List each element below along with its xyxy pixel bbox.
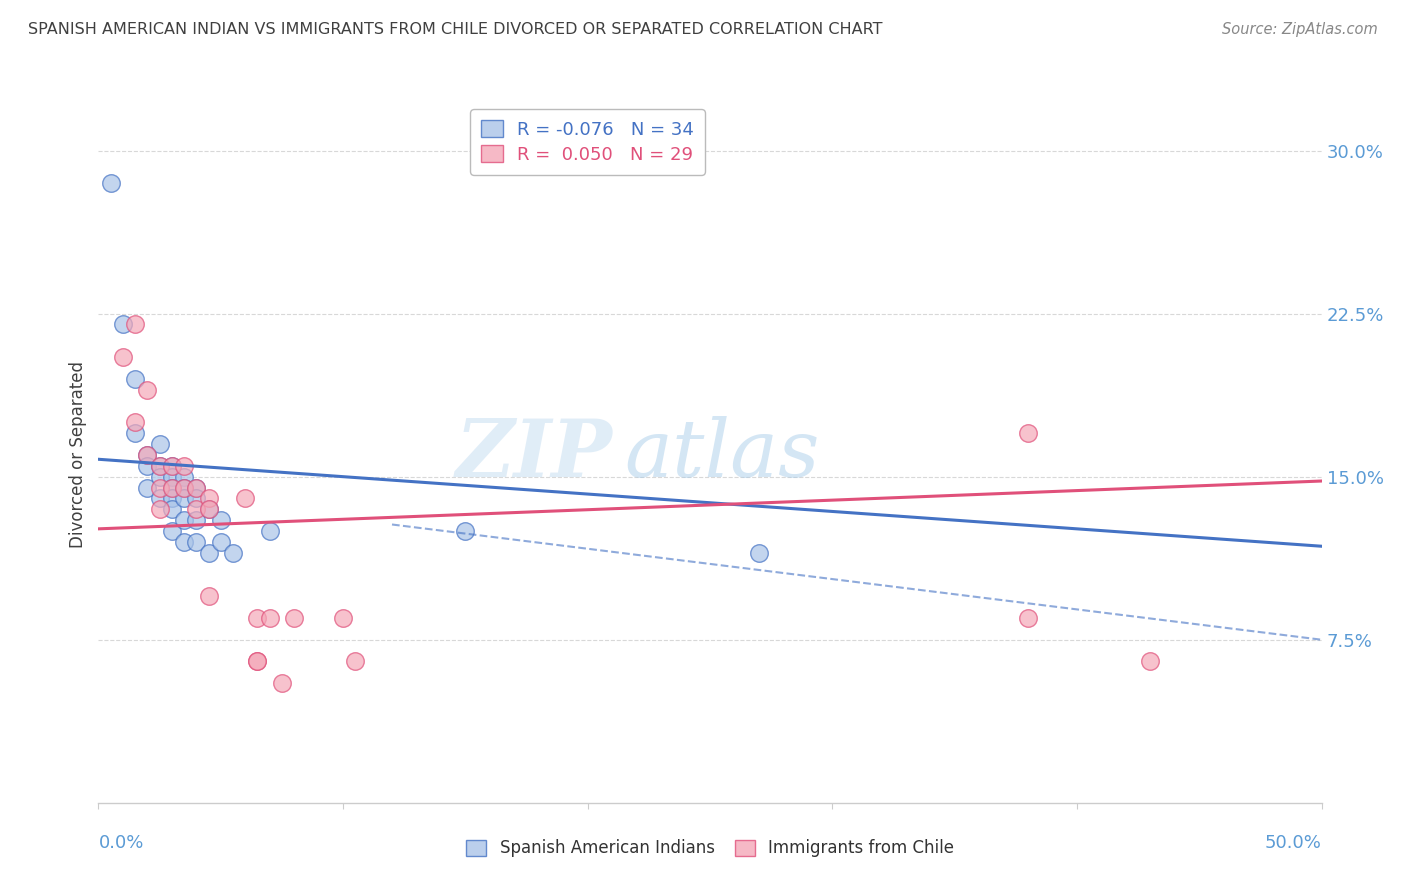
Point — [173, 481, 195, 495]
Point — [173, 535, 195, 549]
Point — [209, 535, 232, 549]
Point — [233, 491, 256, 506]
Point — [259, 524, 281, 538]
Point — [454, 524, 477, 538]
Y-axis label: Divorced or Separated: Divorced or Separated — [69, 361, 87, 549]
Point — [160, 502, 183, 516]
Point — [160, 524, 183, 538]
Point — [136, 481, 159, 495]
Point — [197, 502, 219, 516]
Point — [124, 426, 146, 441]
Point — [283, 611, 305, 625]
Text: ZIP: ZIP — [456, 417, 612, 493]
Point — [124, 415, 146, 429]
Point — [160, 491, 183, 506]
Point — [1017, 426, 1039, 441]
Point — [186, 535, 208, 549]
Point — [111, 350, 134, 364]
Text: 50.0%: 50.0% — [1265, 834, 1322, 852]
Point — [197, 502, 219, 516]
Point — [149, 437, 172, 451]
Point — [197, 491, 219, 506]
Point — [222, 546, 245, 560]
Point — [149, 502, 172, 516]
Point — [186, 481, 208, 495]
Point — [173, 458, 195, 473]
Point — [259, 611, 281, 625]
Point — [160, 481, 183, 495]
Point — [160, 458, 183, 473]
Point — [124, 318, 146, 332]
Point — [136, 383, 159, 397]
Point — [246, 655, 269, 669]
Point — [160, 469, 183, 483]
Point — [173, 481, 195, 495]
Point — [209, 513, 232, 527]
Point — [100, 176, 122, 190]
Point — [748, 546, 770, 560]
Point — [186, 513, 208, 527]
Point — [197, 546, 219, 560]
Point — [344, 655, 367, 669]
Point — [149, 481, 172, 495]
Legend: Spanish American Indians, Immigrants from Chile: Spanish American Indians, Immigrants fro… — [460, 833, 960, 864]
Point — [136, 458, 159, 473]
Point — [186, 491, 208, 506]
Point — [173, 469, 195, 483]
Point — [160, 481, 183, 495]
Point — [149, 469, 172, 483]
Point — [149, 491, 172, 506]
Point — [186, 481, 208, 495]
Point — [186, 502, 208, 516]
Point — [160, 458, 183, 473]
Text: Source: ZipAtlas.com: Source: ZipAtlas.com — [1222, 22, 1378, 37]
Point — [1017, 611, 1039, 625]
Point — [246, 655, 269, 669]
Point — [136, 448, 159, 462]
Point — [173, 491, 195, 506]
Point — [332, 611, 354, 625]
Point — [1139, 655, 1161, 669]
Text: 0.0%: 0.0% — [98, 834, 143, 852]
Point — [136, 448, 159, 462]
Text: SPANISH AMERICAN INDIAN VS IMMIGRANTS FROM CHILE DIVORCED OR SEPARATED CORRELATI: SPANISH AMERICAN INDIAN VS IMMIGRANTS FR… — [28, 22, 883, 37]
Point — [124, 372, 146, 386]
Text: atlas: atlas — [624, 417, 820, 493]
Point — [270, 676, 294, 690]
Point — [149, 458, 172, 473]
Point — [111, 318, 134, 332]
Point — [173, 513, 195, 527]
Point — [149, 458, 172, 473]
Point — [197, 589, 219, 603]
Point — [246, 611, 269, 625]
